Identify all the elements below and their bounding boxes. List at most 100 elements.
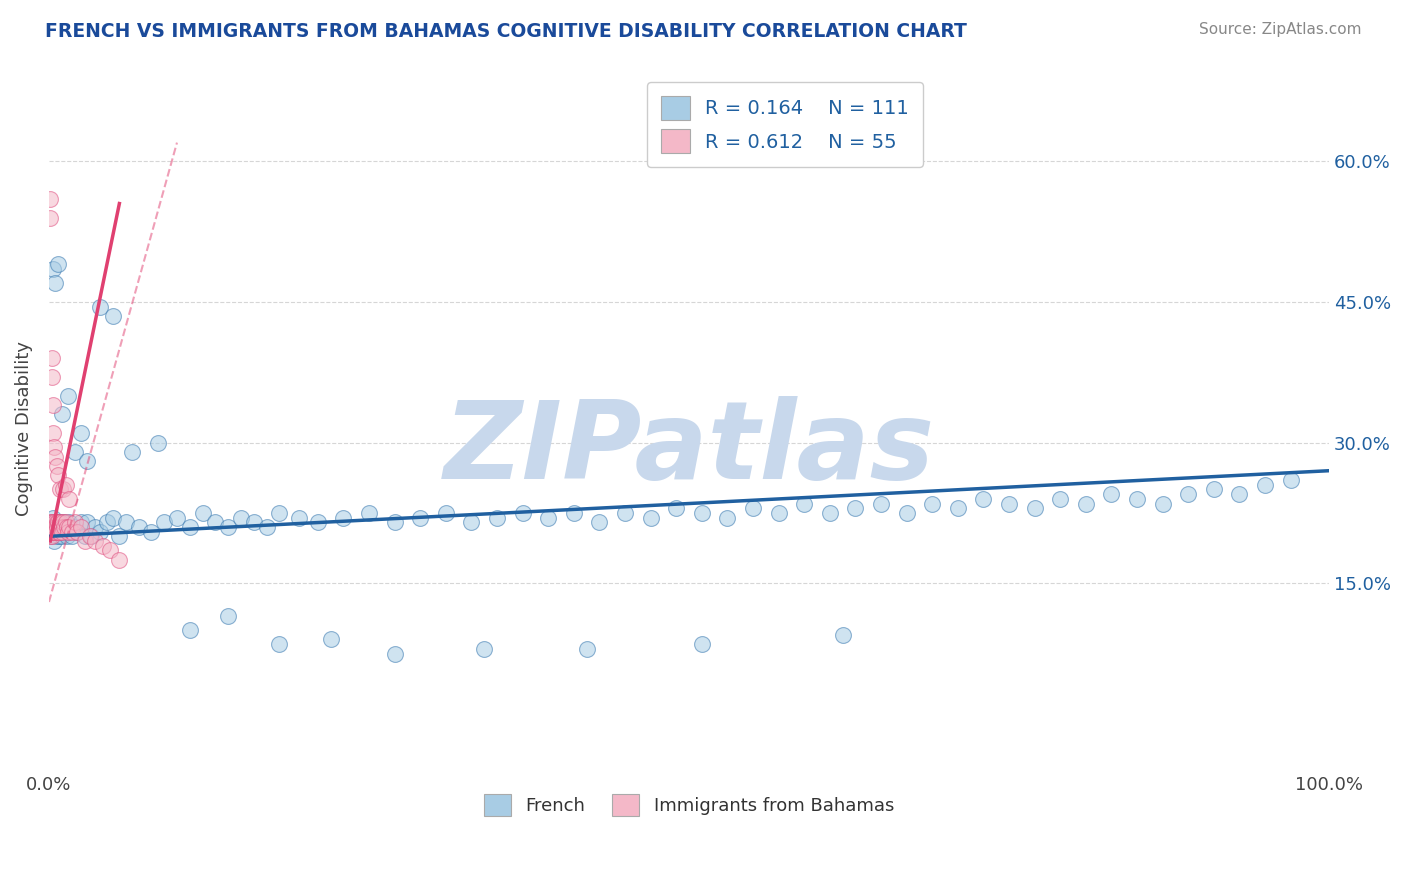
Point — [896, 506, 918, 520]
Point — [472, 641, 495, 656]
Point — [58, 520, 80, 534]
Point — [51, 520, 73, 534]
Point — [179, 520, 201, 534]
Point — [79, 529, 101, 543]
Point — [831, 628, 853, 642]
Point — [53, 516, 76, 530]
Point — [41, 516, 63, 530]
Point — [91, 539, 114, 553]
Point — [614, 506, 637, 520]
Point — [49, 524, 72, 539]
Point — [179, 623, 201, 637]
Point — [100, 543, 122, 558]
Point — [588, 516, 610, 530]
Point — [51, 524, 73, 539]
Point — [793, 496, 815, 510]
Point — [56, 520, 79, 534]
Point — [63, 520, 86, 534]
Point — [101, 510, 124, 524]
Point — [690, 506, 713, 520]
Point — [46, 257, 69, 271]
Point — [1024, 501, 1046, 516]
Point — [537, 510, 560, 524]
Point — [44, 524, 66, 539]
Point — [1279, 473, 1302, 487]
Point — [84, 534, 107, 549]
Point — [89, 524, 111, 539]
Point — [41, 524, 63, 539]
Point — [434, 506, 457, 520]
Point — [63, 516, 86, 530]
Point — [42, 520, 65, 534]
Point — [716, 510, 738, 524]
Point — [76, 516, 98, 530]
Point — [204, 516, 226, 530]
Point — [53, 520, 76, 534]
Point — [96, 516, 118, 530]
Point — [946, 501, 969, 516]
Point — [55, 516, 77, 530]
Point — [52, 516, 75, 530]
Point — [307, 516, 329, 530]
Point — [42, 520, 65, 534]
Point — [1202, 483, 1225, 497]
Point — [1099, 487, 1122, 501]
Point — [42, 398, 65, 412]
Point — [48, 520, 70, 534]
Point — [42, 520, 65, 534]
Point — [48, 529, 70, 543]
Point — [217, 609, 239, 624]
Point — [39, 529, 62, 543]
Point — [49, 516, 72, 530]
Point — [55, 477, 77, 491]
Point — [76, 454, 98, 468]
Point — [1074, 496, 1097, 510]
Point — [44, 516, 66, 530]
Point — [1254, 477, 1277, 491]
Point — [60, 524, 83, 539]
Point — [818, 506, 841, 520]
Point — [332, 510, 354, 524]
Point — [49, 516, 72, 530]
Point — [41, 529, 63, 543]
Point — [42, 524, 65, 539]
Point — [39, 520, 62, 534]
Point — [384, 647, 406, 661]
Point — [80, 529, 103, 543]
Point — [485, 510, 508, 524]
Point — [562, 506, 585, 520]
Point — [287, 510, 309, 524]
Point — [921, 496, 943, 510]
Point — [42, 440, 65, 454]
Point — [44, 277, 66, 291]
Point — [51, 520, 73, 534]
Point — [665, 501, 688, 516]
Point — [66, 524, 89, 539]
Point — [56, 389, 79, 403]
Point — [128, 520, 150, 534]
Point — [384, 516, 406, 530]
Point — [41, 516, 63, 530]
Point — [66, 524, 89, 539]
Point — [1177, 487, 1199, 501]
Point — [46, 516, 69, 530]
Text: ZIPatlas: ZIPatlas — [443, 396, 935, 502]
Y-axis label: Cognitive Disability: Cognitive Disability — [15, 341, 32, 516]
Point — [1049, 491, 1071, 506]
Point — [166, 510, 188, 524]
Text: FRENCH VS IMMIGRANTS FROM BAHAMAS COGNITIVE DISABILITY CORRELATION CHART: FRENCH VS IMMIGRANTS FROM BAHAMAS COGNIT… — [45, 22, 967, 41]
Point — [39, 192, 62, 206]
Point — [42, 534, 65, 549]
Point — [49, 483, 72, 497]
Point — [640, 510, 662, 524]
Point — [46, 524, 69, 539]
Point — [58, 516, 80, 530]
Point — [63, 445, 86, 459]
Point — [256, 520, 278, 534]
Point — [742, 501, 765, 516]
Point — [998, 496, 1021, 510]
Point — [73, 529, 96, 543]
Point — [39, 524, 62, 539]
Point — [44, 520, 66, 534]
Point — [45, 520, 67, 534]
